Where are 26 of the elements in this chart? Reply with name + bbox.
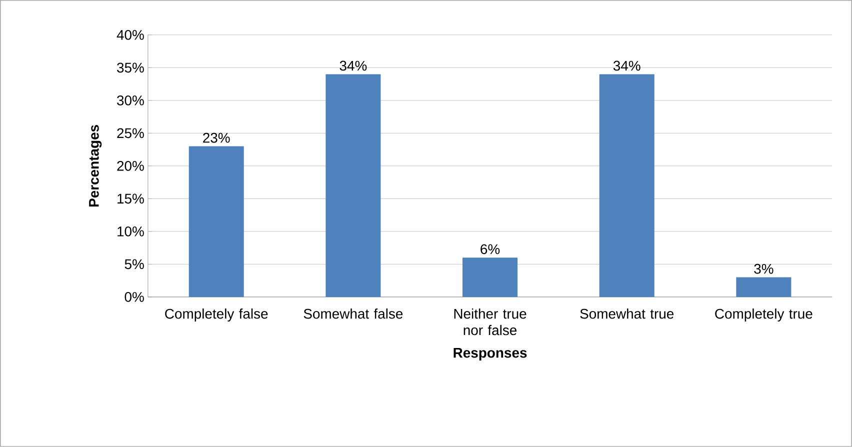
- bar: [462, 258, 518, 298]
- y-axis-title: Percentages: [89, 125, 102, 207]
- y-tick-label: 0%: [124, 292, 144, 302]
- bar: [326, 74, 381, 298]
- x-tick-label: Completely false: [165, 308, 268, 322]
- y-tick-label: 25%: [117, 128, 144, 138]
- data-label: 34%: [613, 60, 640, 71]
- y-tick-label: 35%: [117, 62, 144, 73]
- x-tick-label: Neither true nor false: [454, 308, 526, 336]
- x-tick-label: Somewhat true: [580, 308, 674, 319]
- x-tick-label: Somewhat false: [304, 308, 403, 319]
- data-label: 6%: [480, 244, 500, 254]
- data-label: 34%: [340, 60, 367, 71]
- x-axis-title: Responses: [454, 348, 527, 361]
- data-label: 23%: [203, 132, 230, 143]
- y-tick-label: 15%: [118, 194, 144, 204]
- bar: [188, 146, 244, 298]
- y-tick-label: 10%: [118, 226, 144, 236]
- data-label: 3%: [754, 264, 774, 274]
- y-tick-label: 40%: [116, 30, 144, 40]
- x-tick-label: Completely true: [715, 308, 812, 322]
- y-tick-label: 30%: [117, 96, 144, 106]
- bar: [599, 74, 654, 298]
- bar: [736, 277, 792, 298]
- y-tick-label: 20%: [117, 161, 144, 171]
- y-tick-label: 5%: [124, 259, 144, 270]
